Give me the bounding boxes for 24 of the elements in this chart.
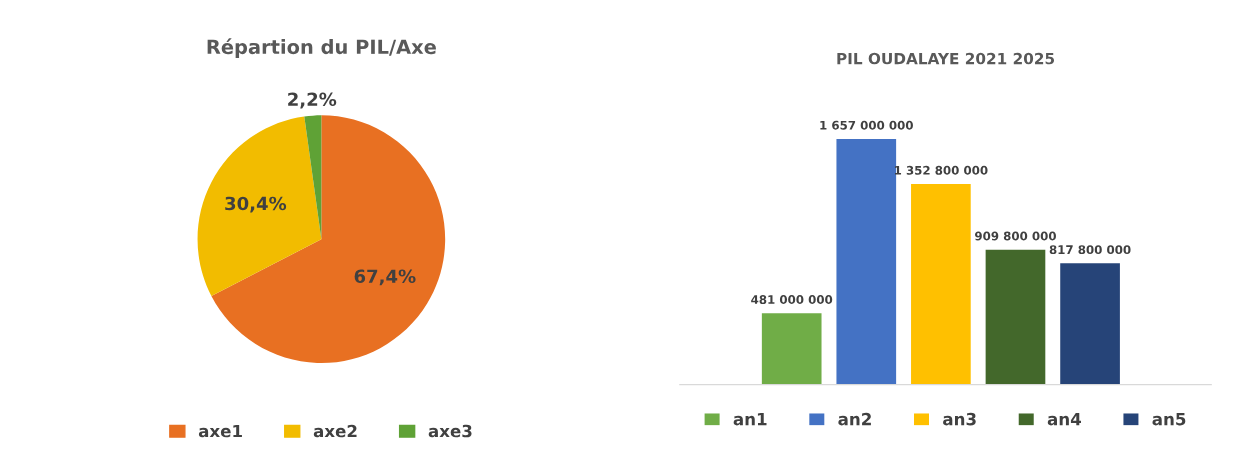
pie-slice <box>211 115 446 363</box>
legend-label: an2 <box>838 412 871 426</box>
bar <box>985 249 1046 385</box>
bar <box>761 313 822 385</box>
pie-slice <box>197 116 322 297</box>
legend-label: an4 <box>1047 412 1081 426</box>
data-label: 481 000 000 <box>751 295 833 305</box>
data-label: 1 657 000 000 <box>820 120 913 130</box>
data-label: 817 800 000 <box>1049 245 1131 255</box>
data-label: 30,4% <box>225 196 287 213</box>
bar <box>911 184 971 385</box>
bar <box>836 138 897 385</box>
legend-label: axe2 <box>313 424 357 438</box>
bar <box>1060 263 1120 385</box>
legend-label: an1 <box>733 412 767 426</box>
legend-label: an5 <box>1152 412 1186 426</box>
data-label: 2,2% <box>288 92 337 109</box>
data-label: 909 800 000 <box>975 231 1056 241</box>
legend-label: axe1 <box>198 424 242 438</box>
data-label: 67,4% <box>354 269 416 286</box>
chart-title: PIL OUDALAYE 2021 2025 <box>837 52 1055 65</box>
legend-label: an3 <box>943 412 976 426</box>
chart-title: Répartion du PIL/Axe <box>207 38 436 58</box>
legend-label: axe3 <box>428 424 472 438</box>
